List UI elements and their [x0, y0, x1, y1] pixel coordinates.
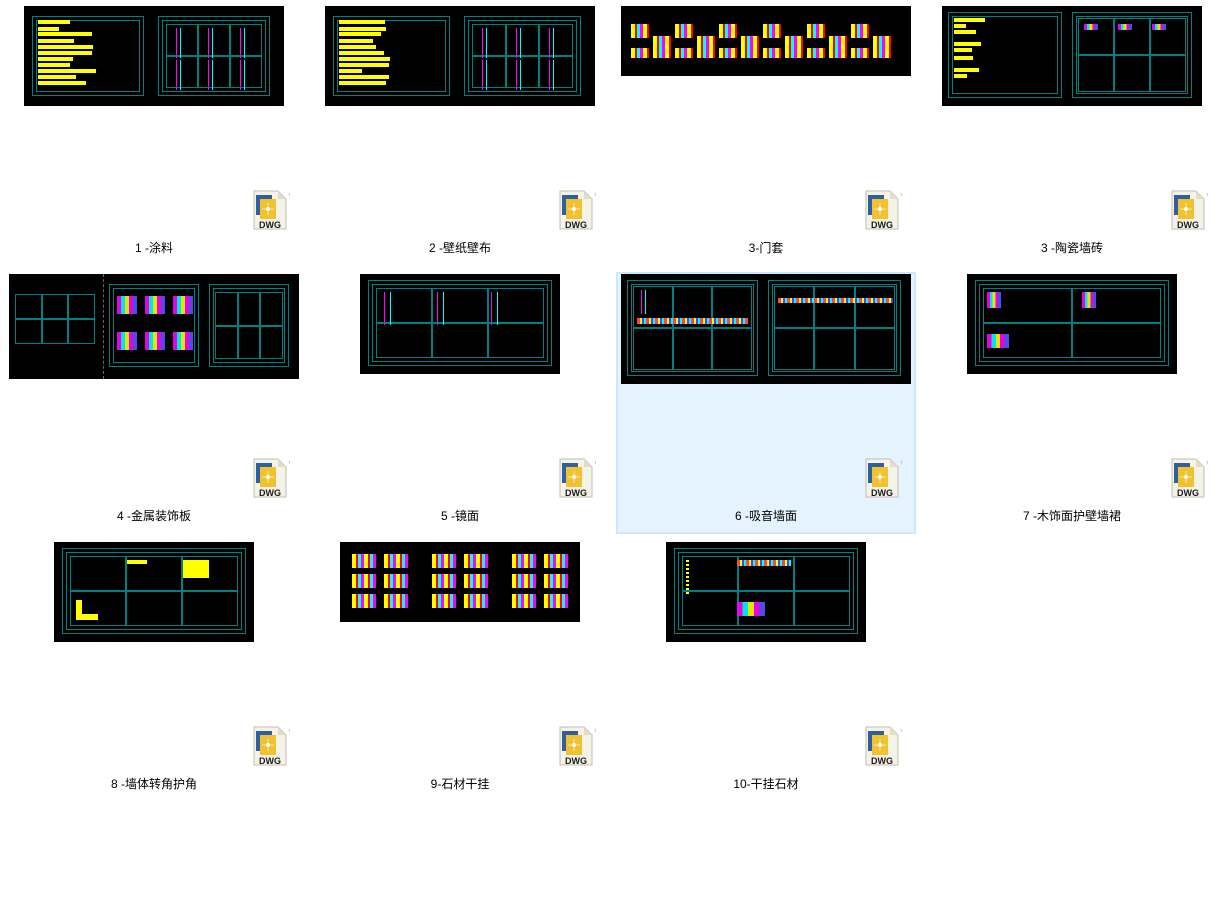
dwg-filetype-icon: DWG TM — [860, 725, 902, 767]
dwg-filetype-icon: DWG TM — [554, 725, 596, 767]
file-label: 2 -壁纸壁布 — [312, 235, 608, 264]
svg-text:TM: TM — [288, 192, 290, 197]
file-thumbnail-area: DWG TM — [618, 542, 914, 771]
svg-text:DWG: DWG — [871, 488, 893, 498]
dwg-filetype-icon: DWG TM — [554, 189, 596, 231]
svg-text:DWG: DWG — [871, 220, 893, 230]
file-item[interactable]: DWG TM 5 -镜面 — [310, 272, 610, 534]
svg-text:TM: TM — [900, 192, 902, 197]
cad-thumbnail — [340, 542, 580, 622]
dwg-filetype-icon: DWG TM — [248, 189, 290, 231]
file-thumbnail-area: DWG TM — [312, 542, 608, 771]
file-label: 6 -吸音墙面 — [618, 503, 914, 532]
cad-thumbnail — [666, 542, 866, 642]
dwg-filetype-icon: DWG TM — [248, 457, 290, 499]
svg-text:DWG: DWG — [259, 488, 281, 498]
dwg-filetype-icon: DWG TM — [860, 457, 902, 499]
svg-text:TM: TM — [594, 460, 596, 465]
svg-text:TM: TM — [288, 728, 290, 733]
cad-thumbnail — [621, 274, 911, 384]
svg-text:TM: TM — [288, 460, 290, 465]
file-thumbnail-area: DWG TM — [924, 274, 1220, 503]
file-label: 4 -金属装饰板 — [6, 503, 302, 532]
svg-text:DWG: DWG — [259, 220, 281, 230]
file-thumbnail-area: DWG TM — [618, 274, 914, 503]
svg-text:TM: TM — [900, 460, 902, 465]
file-item[interactable]: DWG TM 3 -陶瓷墙砖 — [922, 4, 1222, 266]
file-thumbnail-area: DWG TM — [6, 6, 302, 235]
svg-text:TM: TM — [1206, 460, 1208, 465]
file-item[interactable]: DWG TM 3-门套 — [616, 4, 916, 266]
file-item[interactable]: DWG TM 7 -木饰面护壁墙裙 — [922, 272, 1222, 534]
file-item[interactable]: DWG TM 4 -金属装饰板 — [4, 272, 304, 534]
file-label: 7 -木饰面护壁墙裙 — [924, 503, 1220, 532]
file-label: 10-干挂石材 — [618, 771, 914, 800]
cad-thumbnail — [54, 542, 254, 642]
file-explorer-thumbnail-grid: DWG TM 1 -涂料 DWG TM — [0, 0, 1228, 806]
file-thumbnail-area: DWG TM — [6, 274, 302, 503]
file-thumbnail-area: DWG TM — [6, 542, 302, 771]
cad-thumbnail — [360, 274, 560, 374]
svg-text:DWG: DWG — [259, 756, 281, 766]
svg-text:DWG: DWG — [565, 488, 587, 498]
svg-text:DWG: DWG — [1177, 488, 1199, 498]
svg-text:TM: TM — [1206, 192, 1208, 197]
file-label: 8 -墙体转角护角 — [6, 771, 302, 800]
svg-text:TM: TM — [900, 728, 902, 733]
file-label: 1 -涂料 — [6, 235, 302, 264]
cad-thumbnail — [942, 6, 1202, 106]
file-label: 5 -镜面 — [312, 503, 608, 532]
dwg-filetype-icon: DWG TM — [554, 457, 596, 499]
file-thumbnail-area: DWG TM — [924, 6, 1220, 235]
svg-text:TM: TM — [594, 728, 596, 733]
cad-thumbnail — [967, 274, 1177, 374]
svg-text:DWG: DWG — [871, 756, 893, 766]
file-thumbnail-area: DWG TM — [312, 274, 608, 503]
file-label: 3 -陶瓷墙砖 — [924, 235, 1220, 264]
svg-text:DWG: DWG — [565, 220, 587, 230]
dwg-filetype-icon: DWG TM — [1166, 457, 1208, 499]
file-item[interactable]: DWG TM 1 -涂料 — [4, 4, 304, 266]
svg-text:DWG: DWG — [1177, 220, 1199, 230]
svg-text:DWG: DWG — [565, 756, 587, 766]
file-thumbnail-area: DWG TM — [312, 6, 608, 235]
file-item[interactable]: DWG TM 2 -壁纸壁布 — [310, 4, 610, 266]
file-item[interactable]: DWG TM 9-石材干挂 — [310, 540, 610, 802]
file-item[interactable]: DWG TM 6 -吸音墙面 — [616, 272, 916, 534]
file-item[interactable]: DWG TM 8 -墙体转角护角 — [4, 540, 304, 802]
cad-thumbnail — [325, 6, 595, 106]
file-label: 9-石材干挂 — [312, 771, 608, 800]
file-label: 3-门套 — [618, 235, 914, 264]
dwg-filetype-icon: DWG TM — [860, 189, 902, 231]
dwg-filetype-icon: DWG TM — [1166, 189, 1208, 231]
svg-text:TM: TM — [594, 192, 596, 197]
file-item[interactable]: DWG TM 10-干挂石材 — [616, 540, 916, 802]
cad-thumbnail — [621, 6, 911, 76]
dwg-filetype-icon: DWG TM — [248, 725, 290, 767]
file-thumbnail-area: DWG TM — [618, 6, 914, 235]
cad-thumbnail — [24, 6, 284, 106]
cad-thumbnail — [9, 274, 299, 379]
